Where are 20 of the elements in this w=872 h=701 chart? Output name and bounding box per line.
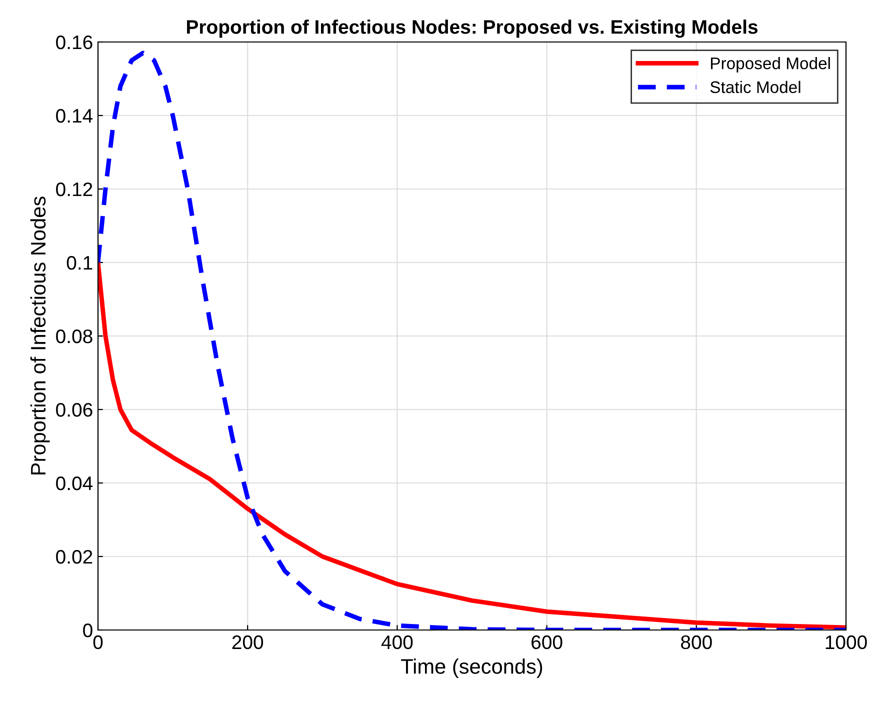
y-tick-label: 0.14 [56, 108, 93, 123]
y-tick-label: 0.12 [56, 182, 92, 196]
y-tick-label: 0.06 [56, 402, 92, 417]
chart-title: Proportion of Infectious Nodes: Proposed vs. Existing Models [187, 20, 758, 38]
y-tick-label: 0.16 [56, 35, 92, 50]
x-tick-label: 400 [381, 635, 413, 650]
y-axis-title: Proportion of Infectious Nodes [30, 196, 50, 474]
y-tick-label: 0 [83, 623, 92, 638]
x-tick-label: 600 [532, 635, 562, 650]
y-tick-label: 0.08 [56, 329, 92, 344]
legend-label: Proposed Model [711, 57, 830, 73]
x-tick-label: 0 [93, 635, 103, 650]
x-axis-title: Time (seconds) [401, 658, 542, 678]
y-tick-label: 0.04 [56, 476, 93, 490]
x-tick-label: 800 [681, 635, 712, 650]
y-tick-label: 0.1 [66, 256, 92, 270]
x-tick-label: 200 [232, 635, 264, 650]
legend-label: Static Model [710, 80, 800, 94]
y-tick-label: 0.02 [56, 550, 92, 564]
x-tick-label: 1000 [826, 635, 867, 650]
